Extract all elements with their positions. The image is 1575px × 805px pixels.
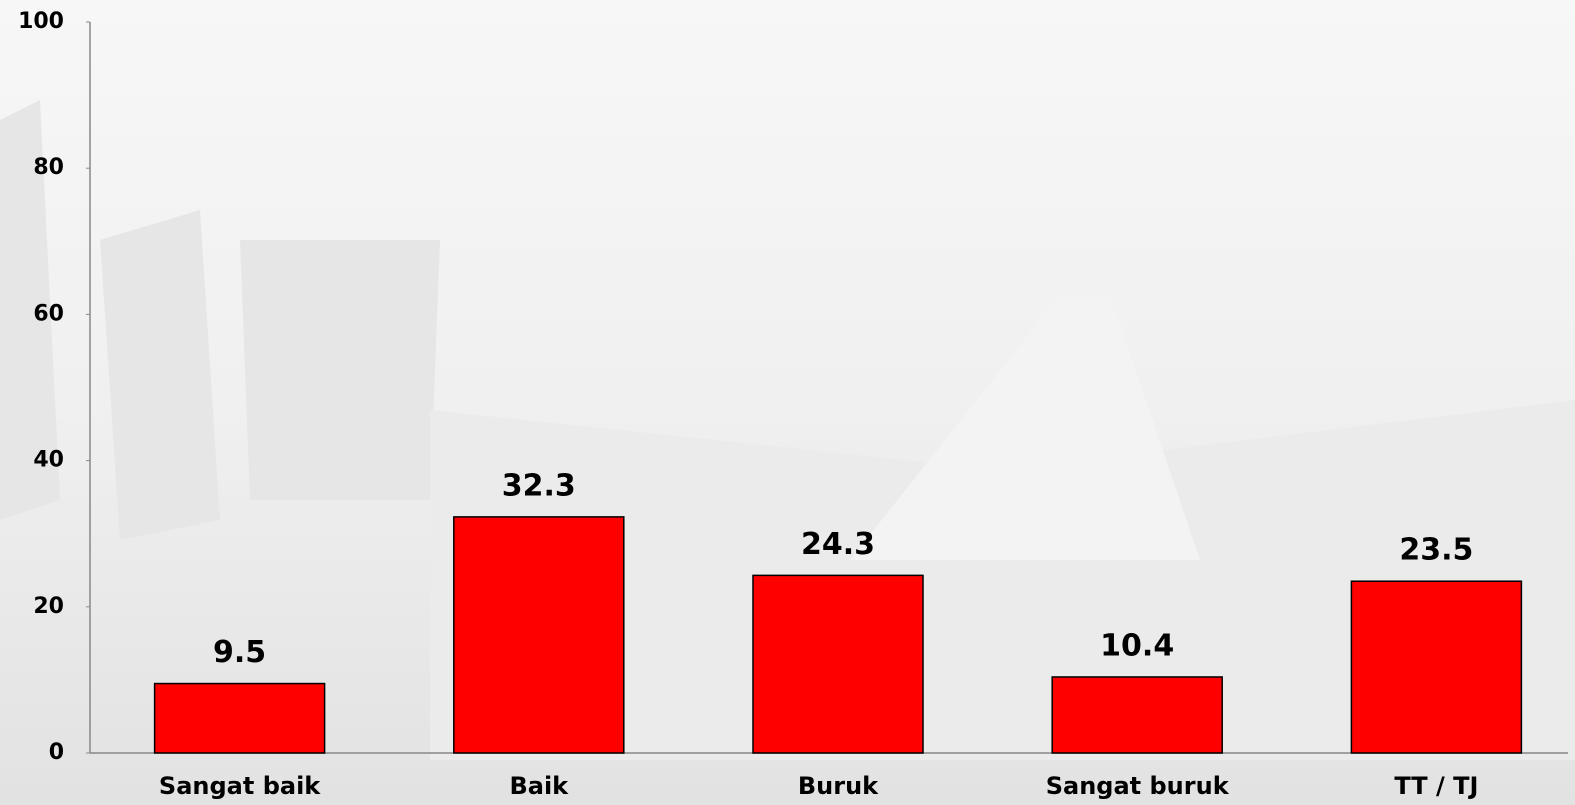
bar [453,516,625,754]
x-tick-label: Sangat baik [159,772,321,800]
bar [752,574,924,754]
x-tick-label: Sangat buruk [1046,772,1230,800]
data-label: 9.5 [213,635,266,670]
x-tick-label: Baik [509,772,569,800]
y-tick-label: 20 [33,594,64,619]
y-tick-label: 60 [33,301,64,326]
data-label: 10.4 [1100,628,1174,663]
bar [153,682,326,754]
y-tick-label: 80 [33,155,64,180]
data-label: 23.5 [1399,533,1473,568]
data-label: 32.3 [502,468,576,503]
background-shape [430,400,1575,760]
y-tick-label: 100 [18,9,64,34]
background-shape [850,295,1200,560]
x-tick-label: TT / TJ [1394,772,1478,800]
background-shape [0,100,440,540]
bar [1051,676,1223,754]
data-label: 24.3 [801,527,875,562]
x-tick-label: Buruk [798,772,879,800]
bar [1350,580,1523,754]
y-tick-label: 0 [49,740,64,765]
y-tick-label: 40 [33,448,64,473]
